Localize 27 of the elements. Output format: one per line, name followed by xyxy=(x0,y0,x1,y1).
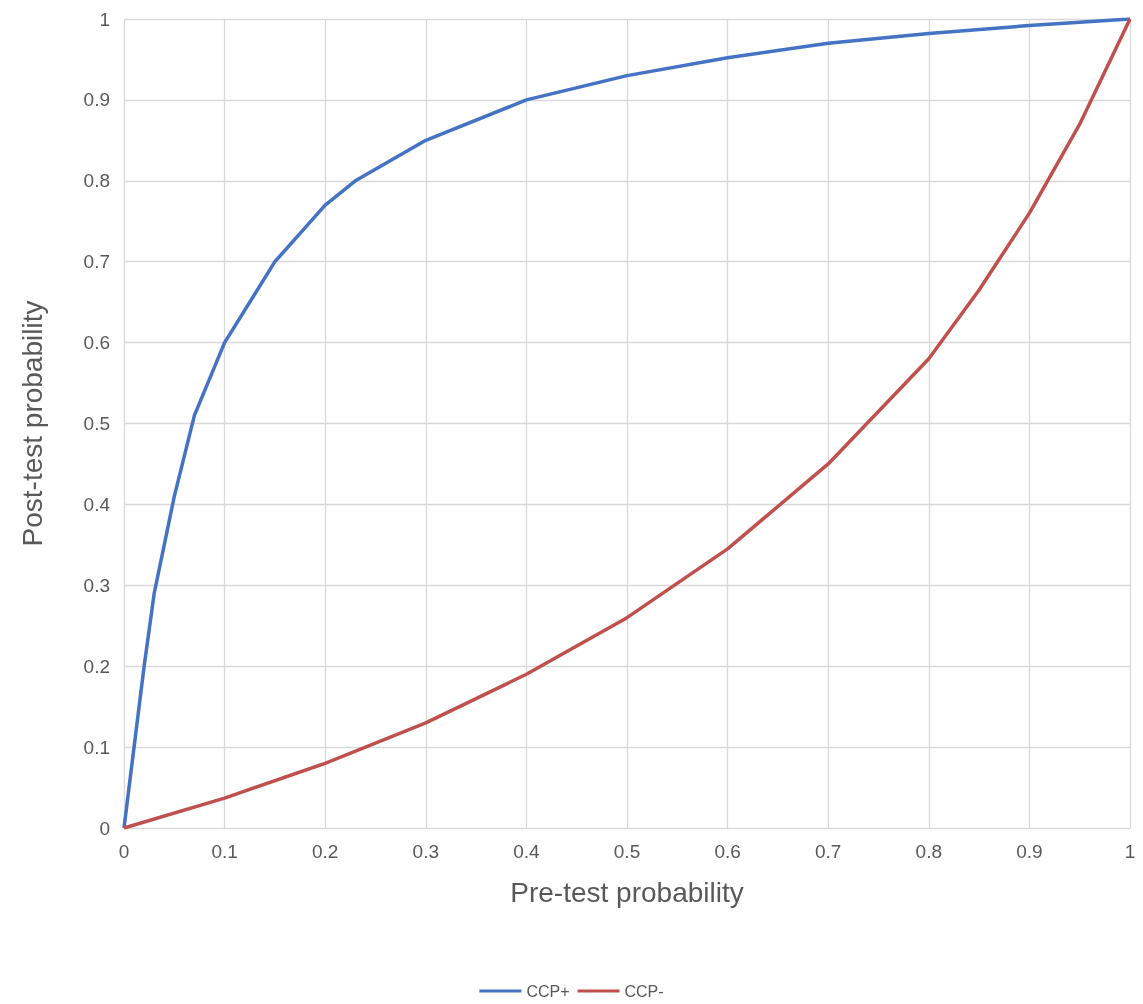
y-tick-label: 0.1 xyxy=(83,736,110,758)
x-tick-label: 0.4 xyxy=(513,841,541,862)
line-series xyxy=(122,17,1132,830)
x-tick-label: 0.5 xyxy=(613,841,641,862)
x-tick-label: 0.6 xyxy=(714,841,741,862)
y-tick-label: 0 xyxy=(99,817,110,839)
y-tick-label: 0.5 xyxy=(83,413,110,434)
legend-label: CCP- xyxy=(624,982,664,1000)
x-tick-label: 0.9 xyxy=(1016,841,1043,862)
x-tick-label: 0.8 xyxy=(915,841,943,862)
y-tick-label: 0.4 xyxy=(83,493,111,515)
legend-label: CCP+ xyxy=(526,982,570,1000)
x-tick-label: 0.3 xyxy=(412,841,440,862)
y-tick-label: 1 xyxy=(99,8,110,30)
x-axis-title: Pre-test probability xyxy=(510,876,744,908)
y-tick-label: 0.6 xyxy=(83,332,110,354)
y-tick-label: 0.7 xyxy=(83,251,110,273)
x-tick-label: 1 xyxy=(1124,841,1136,862)
y-tick-label: 0.9 xyxy=(83,89,110,111)
y-tick-label: 0.2 xyxy=(83,655,110,677)
y-axis-title: Post-test probability xyxy=(16,300,48,547)
x-tick-label: 0.1 xyxy=(211,841,238,862)
y-tick-label: 0.8 xyxy=(83,170,110,192)
x-tick-label: 0.7 xyxy=(814,841,842,862)
x-tick-label: 0.2 xyxy=(311,841,339,862)
x-tick-label: 0 xyxy=(118,841,130,862)
y-tick-label: 0.3 xyxy=(83,574,110,596)
